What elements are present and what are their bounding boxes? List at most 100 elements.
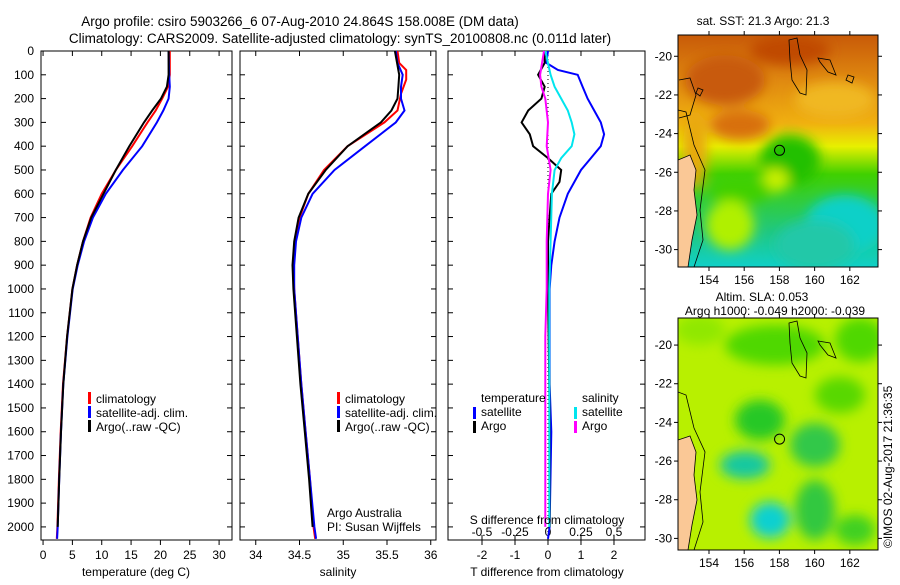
lat-tick-label: -26 bbox=[655, 454, 673, 468]
credit-pi: PI: Susan Wijffels bbox=[327, 520, 421, 534]
legend-climatology: climatology bbox=[96, 392, 156, 406]
series-line-satellite-adj-clim- bbox=[56, 50, 171, 539]
sla-map-title-1: Altim. SLA: 0.053 bbox=[716, 290, 809, 304]
x-tick-label: 1 bbox=[578, 548, 585, 562]
y-tick-label: 1100 bbox=[8, 306, 34, 320]
legend-swatch-argo bbox=[337, 420, 340, 432]
legend-swatch-satellite bbox=[88, 406, 91, 418]
plot-frame bbox=[40, 50, 233, 541]
salinity-panel: 34 34.5 35 35.5 36 bbox=[239, 50, 438, 562]
lon-tick-label: 154 bbox=[699, 556, 719, 570]
y-tick-label: 1000 bbox=[7, 282, 34, 296]
temperature-axis-label: temperature (deg C) bbox=[82, 565, 190, 579]
footer-stamp: ©IMOS 02-Aug-2017 21:36:35 bbox=[881, 385, 895, 548]
coastline-australia bbox=[678, 154, 698, 267]
legend-satellite: satellite-adj. clim. bbox=[345, 406, 437, 420]
sla-map bbox=[678, 318, 878, 550]
x-tick-label: 0 bbox=[40, 548, 47, 562]
legend-temperature-title: temperature bbox=[481, 391, 546, 405]
series-line-satellite-adj-clim- bbox=[293, 50, 406, 539]
x-tick-label: -1 bbox=[510, 548, 521, 562]
salinity-axis-label: salinity bbox=[320, 565, 357, 579]
lon-tick-label: 158 bbox=[769, 556, 789, 570]
title-line-1: Argo profile: csiro 5903266_6 07-Aug-201… bbox=[81, 14, 519, 29]
y-tick-label: 400 bbox=[14, 139, 34, 153]
lon-tick-label: 160 bbox=[805, 273, 825, 287]
legend-swatch-s-satellite bbox=[574, 407, 577, 419]
legend-s-satellite: satellite bbox=[582, 405, 623, 419]
legend-swatch-t-argo bbox=[473, 421, 476, 433]
series-line-t-satellite bbox=[545, 50, 606, 539]
x-tick-label: 35 bbox=[337, 548, 351, 562]
y-tick-label: 1500 bbox=[7, 401, 34, 415]
temperature-legend: climatology satellite-adj. clim. Argo(..… bbox=[88, 392, 188, 434]
y-tick-label: 1200 bbox=[7, 330, 34, 344]
legend-satellite: satellite-adj. clim. bbox=[96, 406, 188, 420]
title-line-2: Climatology: CARS2009. Satellite-adjuste… bbox=[69, 31, 611, 46]
series-line-argo-raw-qc- bbox=[56, 51, 170, 527]
y-tick-label: 300 bbox=[14, 115, 34, 129]
plot-frame bbox=[239, 50, 437, 541]
legend-argo: Argo(..raw -QC) bbox=[345, 420, 430, 434]
legend-swatch-climatology bbox=[88, 392, 91, 404]
lon-tick-label: 158 bbox=[769, 273, 789, 287]
x-tick-label: 25 bbox=[183, 548, 197, 562]
s-tick-label: 0.25 bbox=[569, 525, 593, 539]
series-line-s-argo bbox=[539, 50, 552, 527]
sst-map bbox=[678, 35, 878, 267]
lat-tick-label: -24 bbox=[655, 415, 673, 429]
lat-tick-label: -24 bbox=[655, 127, 673, 141]
lat-tick-label: -22 bbox=[655, 88, 673, 102]
x-tick-label: 0 bbox=[545, 548, 552, 562]
s-tick-label: 0.5 bbox=[606, 525, 623, 539]
x-tick-label: 34 bbox=[249, 548, 263, 562]
lat-tick-label: -28 bbox=[655, 204, 673, 218]
legend-t-argo: Argo bbox=[481, 419, 507, 433]
x-tick-label: 20 bbox=[154, 548, 168, 562]
x-tick-label: 36 bbox=[424, 548, 438, 562]
plot-frame bbox=[447, 50, 646, 541]
y-tick-label: 1800 bbox=[7, 472, 34, 486]
y-tick-label: 500 bbox=[14, 163, 34, 177]
lon-tick-label: 162 bbox=[840, 273, 860, 287]
x-tick-label: 30 bbox=[212, 548, 226, 562]
series-line-s-satellite bbox=[544, 50, 576, 527]
y-tick-label: 2000 bbox=[7, 520, 34, 534]
legend-swatch-climatology bbox=[337, 392, 340, 404]
y-tick-label: 0 bbox=[27, 44, 34, 58]
salinity-legend: climatology satellite-adj. clim. Argo(..… bbox=[337, 392, 437, 434]
y-tick-label: 100 bbox=[14, 68, 34, 82]
legend-s-argo: Argo bbox=[582, 419, 608, 433]
lat-tick-label: -20 bbox=[655, 338, 673, 352]
legend-t-satellite: satellite bbox=[481, 405, 522, 419]
y-tick-label: 200 bbox=[14, 92, 34, 106]
y-tick-label: 1300 bbox=[7, 353, 34, 367]
y-tick-label: 800 bbox=[14, 234, 34, 248]
legend-climatology: climatology bbox=[345, 392, 405, 406]
lon-tick-label: 162 bbox=[840, 556, 860, 570]
y-tick-label: 1400 bbox=[7, 377, 34, 391]
series-line-climatology bbox=[55, 51, 171, 539]
x-tick-label: -2 bbox=[477, 548, 488, 562]
lon-tick-label: 156 bbox=[734, 273, 754, 287]
y-tick-label: 700 bbox=[14, 211, 34, 225]
contour-line bbox=[788, 37, 808, 96]
lon-tick-label: 156 bbox=[734, 556, 754, 570]
series-line-t-argo bbox=[520, 51, 563, 527]
legend-salinity-title: salinity bbox=[582, 391, 619, 405]
float-position-marker bbox=[774, 144, 786, 156]
x-tick-label: 35.5 bbox=[375, 548, 399, 562]
sla-map-title-2: Argo h1000: -0.049 h2000: -0.039 bbox=[685, 304, 865, 318]
s-difference-axis-label: S difference from climatology bbox=[470, 513, 625, 527]
y-tick-label: 1700 bbox=[7, 449, 34, 463]
lon-tick-label: 154 bbox=[699, 273, 719, 287]
legend-argo: Argo(..raw -QC) bbox=[96, 420, 181, 434]
s-tick-label: -0.25 bbox=[501, 525, 529, 539]
x-tick-label: 10 bbox=[95, 548, 109, 562]
series-line-climatology bbox=[292, 50, 408, 539]
sst-map-axes: 154 156 158 160 162 -20 -22 -24 -26 -28 -30 bbox=[655, 31, 882, 287]
sst-map-title: sat. SST: 21.3 Argo: 21.3 bbox=[697, 14, 830, 28]
legend-swatch-s-argo bbox=[574, 421, 577, 433]
lon-tick-label: 160 bbox=[805, 556, 825, 570]
